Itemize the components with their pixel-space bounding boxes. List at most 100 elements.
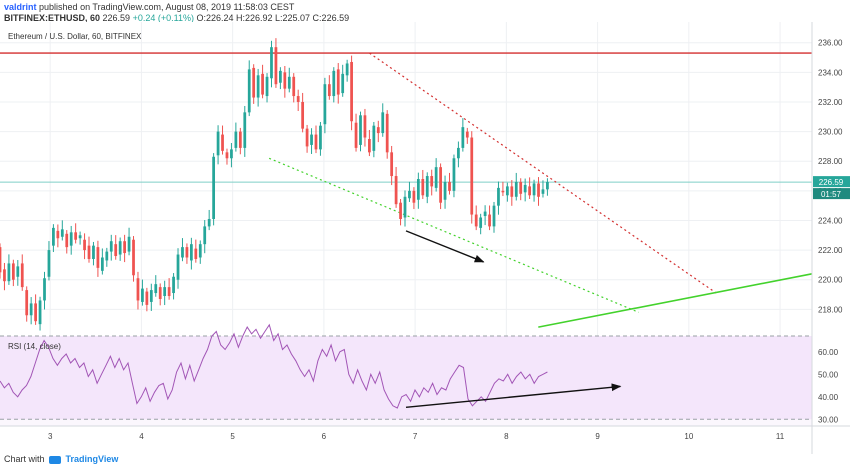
candle-body bbox=[69, 232, 73, 246]
price-tick-label: 236.00 bbox=[818, 39, 843, 48]
candle-body bbox=[372, 125, 376, 151]
rsi-tick-label: 60.00 bbox=[818, 348, 839, 357]
candle-body bbox=[78, 235, 82, 239]
candle-body bbox=[376, 127, 380, 134]
rsi-tick-label: 30.00 bbox=[818, 415, 839, 424]
price-tick-label: 222.00 bbox=[818, 246, 843, 255]
candle-body bbox=[363, 115, 367, 138]
rsi-band bbox=[0, 336, 812, 420]
candle-body bbox=[127, 236, 131, 252]
candle-body bbox=[167, 287, 171, 297]
candle-body bbox=[154, 284, 158, 294]
price-tick-label: 220.00 bbox=[818, 276, 843, 285]
publish-line: valdrint published on TradingView.com, A… bbox=[4, 2, 294, 12]
candle-body bbox=[443, 181, 447, 200]
candle-body bbox=[20, 263, 24, 288]
trendlines bbox=[268, 52, 813, 328]
time-tick-label: 7 bbox=[413, 432, 418, 441]
chart-header: valdrint published on TradingView.com, A… bbox=[0, 0, 850, 23]
candle-body bbox=[519, 181, 523, 194]
candle-body bbox=[279, 70, 282, 83]
candle-body bbox=[274, 47, 278, 85]
candle-body bbox=[416, 179, 420, 200]
price-tick-label: 230.00 bbox=[818, 128, 843, 137]
candle-body bbox=[60, 229, 64, 237]
candle-body bbox=[492, 205, 496, 227]
candle-body bbox=[385, 113, 389, 153]
candle-body bbox=[43, 278, 46, 301]
candle-body bbox=[158, 287, 162, 299]
candle-body bbox=[359, 115, 362, 145]
rsi-panel bbox=[0, 323, 812, 426]
candle-body bbox=[100, 257, 104, 271]
candle-body bbox=[74, 232, 78, 240]
candle-body bbox=[546, 181, 549, 190]
time-tick-label: 6 bbox=[322, 432, 327, 441]
candle-body bbox=[163, 287, 167, 297]
price-tick-label: 228.00 bbox=[818, 157, 843, 166]
chart-footer: Chart with TradingView bbox=[4, 454, 118, 464]
author-link[interactable]: valdrint bbox=[4, 2, 37, 12]
price-tick-label: 234.00 bbox=[818, 68, 843, 77]
candle-body bbox=[501, 190, 505, 193]
candle-body bbox=[323, 84, 327, 125]
candle-body bbox=[247, 69, 251, 113]
candle-body bbox=[439, 167, 442, 203]
price-divergence-arrow-line bbox=[405, 230, 485, 263]
candle-body bbox=[430, 176, 434, 187]
candle-body bbox=[149, 290, 153, 302]
candle-body bbox=[479, 217, 483, 228]
horizontal-levels bbox=[0, 52, 812, 183]
rsi-tick-labels: 30.00 40.00 50.00 60.00 bbox=[818, 348, 839, 425]
candle-body bbox=[368, 139, 371, 153]
candle-body bbox=[350, 61, 353, 122]
candle-body bbox=[203, 226, 207, 245]
candle-body bbox=[345, 63, 349, 76]
time-tick-label: 9 bbox=[595, 432, 600, 441]
candle-body bbox=[7, 263, 11, 282]
tradingview-link[interactable]: TradingView bbox=[65, 454, 119, 464]
candle-body bbox=[403, 196, 407, 218]
price-tick-label: 218.00 bbox=[818, 305, 843, 314]
candle-body bbox=[172, 276, 175, 294]
candle-body bbox=[412, 190, 416, 203]
publish-info: published on TradingView.com, August 08,… bbox=[39, 2, 295, 12]
candle-body bbox=[212, 156, 216, 219]
candle-body bbox=[483, 211, 487, 217]
price-tick-label: 232.00 bbox=[818, 98, 843, 107]
candle-body bbox=[461, 127, 465, 148]
rsi-label: RSI (14, close) bbox=[8, 342, 61, 351]
candle-body bbox=[52, 227, 55, 246]
ohlc-values: O:226.24 H:226.92 L:225.07 C:226.59 bbox=[196, 13, 350, 23]
countdown-label: 01:57 bbox=[821, 190, 842, 199]
candle-body bbox=[310, 134, 313, 145]
rsi-divergence-arrow-line bbox=[405, 383, 622, 409]
candle-body bbox=[145, 291, 149, 305]
candle-body bbox=[38, 300, 42, 325]
price-chart[interactable]: 218.00220.00222.00224.00226.00228.00230.… bbox=[0, 22, 850, 454]
candle-body bbox=[354, 122, 358, 148]
time-tick-label: 5 bbox=[230, 432, 235, 441]
candle-body bbox=[176, 254, 180, 280]
time-tick-label: 4 bbox=[139, 432, 144, 441]
candle-body bbox=[56, 230, 60, 239]
price-tick-label: 224.00 bbox=[818, 216, 843, 225]
candle-body bbox=[243, 112, 247, 148]
candle-body bbox=[29, 303, 33, 316]
candle-body bbox=[287, 76, 291, 89]
candle-body bbox=[221, 134, 224, 151]
time-tick-label: 10 bbox=[684, 432, 693, 441]
candle-body bbox=[141, 288, 144, 302]
candle-body bbox=[207, 218, 211, 227]
candle-body bbox=[528, 186, 531, 196]
candle-body bbox=[537, 183, 540, 197]
candle-body bbox=[132, 239, 135, 276]
support-channel-line bbox=[268, 157, 639, 313]
candle-body bbox=[434, 167, 438, 188]
candle-body bbox=[327, 84, 331, 97]
symbol-label: BITFINEX:ETHUSD, 60 bbox=[4, 13, 101, 23]
candle-body bbox=[109, 241, 113, 252]
candle-body bbox=[474, 214, 478, 227]
candle-body bbox=[332, 70, 336, 97]
candle-body bbox=[305, 128, 309, 147]
